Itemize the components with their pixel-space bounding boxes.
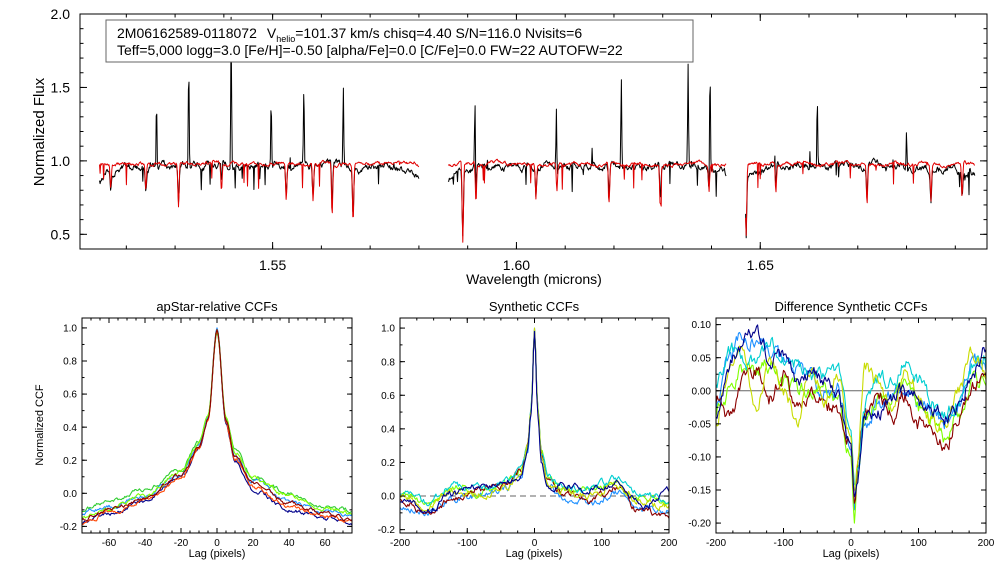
difference-ccf-xlabel: Lag (pixels) [823, 548, 880, 560]
apstar-ccf-xtick-label: 0 [214, 538, 220, 549]
difference-ccf-ytick-label: 0.00 [692, 386, 712, 397]
apstar-ccf-xtick-label: 40 [283, 538, 295, 549]
difference-ccf-ytick-label: 0.10 [692, 320, 712, 331]
difference-ccf-xtick-label: -100 [773, 538, 793, 549]
spectrum-xtick-label: 1.55 [259, 257, 286, 273]
apstar-ccf-ytick-label: 0.8 [63, 357, 77, 368]
apstar-ccf-series-2 [81, 332, 353, 514]
difference-ccf-series-2 [715, 359, 987, 524]
difference-ccf-ticks: -200 -100 0 100 200 -0.20 -0.15 -0.10 -0.05 0.00 0… [688, 318, 995, 549]
apstar-ccf-series-6 [81, 329, 353, 522]
difference-ccf-ytick-label: -0.15 [688, 486, 711, 497]
spectrum-ylabel: Normalized Flux [31, 77, 48, 186]
header-stats: =101.37 km/s chisq=4.40 S/N=116.0 Nvisit… [295, 25, 582, 41]
synthetic-ccf-ytick-label: 0.0 [381, 492, 395, 503]
synthetic-ccf-xtick-label: 100 [593, 538, 610, 549]
apstar-ccf-series-3 [81, 330, 353, 526]
apstar-ccf-ytick-label: 0.6 [63, 390, 77, 401]
synthetic-ccf-ticks: -200 -100 0 100 200 -0.2 0.0 0.2 0.4 0.6 0.8 1.0 [378, 318, 678, 549]
apstar-ccf-ytick-label: 1.0 [63, 324, 77, 335]
synthetic-ccf-series-1 [399, 327, 670, 517]
difference-ccf-ytick-label: -0.20 [688, 519, 711, 530]
model-spectrum-chip-2 [447, 158, 727, 243]
apstar-ccf-series-4 [81, 327, 353, 517]
spectrum-panel: 1.55 1.60 1.65 0.5 1.0 1.5 2.0 2M06162589-0118… [31, 6, 988, 287]
apstar-ccf-ytick-label: 0.2 [63, 456, 77, 467]
apstar-ccf-ytick-label: 0.0 [63, 489, 77, 500]
difference-ccf-series-5 [715, 345, 987, 491]
apstar-ccf-series-1 [81, 329, 353, 526]
apstar-ccf-title: apStar-relative CCFs [156, 299, 278, 314]
apstar-ccf-xtick-label: 20 [247, 538, 259, 549]
observed-spectrum-chip-2 [447, 63, 727, 237]
object-id: 2M06162589-0118072 [117, 25, 257, 41]
spectrum-xtick-label: 1.65 [747, 257, 774, 273]
synthetic-ccf-panel: -200 -100 0 100 200 -0.2 0.0 0.2 0.4 0.6 0.8 1.0 Sy… [378, 299, 678, 560]
header-info-box [105, 19, 694, 63]
apstar-ccf-xtick-label: -20 [174, 538, 189, 549]
difference-ccf-ytick-label: 0.05 [692, 353, 712, 364]
apstar-ccf-xlabel: Lag (pixels) [189, 548, 246, 560]
spectrum-ytick-label: 2.0 [51, 6, 71, 22]
difference-ccf-series-6 [715, 324, 987, 498]
difference-ccf-xtick-label: 100 [910, 538, 927, 549]
spectrum-xtick-label: 1.60 [503, 257, 530, 273]
synthetic-ccf-series-3 [399, 329, 670, 519]
velocity-subscript: helio [276, 34, 295, 44]
model-spectrum-chip-1 [99, 159, 420, 218]
apstar-ccf-ytick-label: 0.4 [63, 423, 77, 434]
apstar-ccf-ticks: -60 -40 -20 0 20 40 60 -0.2 0.0 0.2 0.4 0.6 0.8 1.0 [60, 318, 353, 549]
spectrum-ytick-label: 1.5 [51, 79, 71, 95]
synthetic-ccf-marks [399, 327, 670, 519]
spectrum-xlabel: Wavelength (microns) [466, 271, 602, 287]
synthetic-ccf-xtick-label: 200 [661, 538, 678, 549]
synthetic-ccf-series-2 [399, 330, 670, 506]
apstar-ccf-series-5 [81, 329, 353, 519]
spectrum-marks [99, 16, 976, 243]
difference-ccf-xtick-label: 0 [848, 538, 854, 549]
synthetic-ccf-xtick-label: -100 [457, 538, 477, 549]
spectrum-ytick-label: 0.5 [51, 226, 71, 242]
synthetic-ccf-title: Synthetic CCFs [489, 299, 580, 314]
synthetic-ccf-ytick-label: 1.0 [381, 324, 395, 335]
velocity-symbol: V [267, 25, 277, 41]
apstar-ccf-axes-frame [81, 317, 353, 534]
difference-ccf-marks [715, 324, 987, 524]
spectrum-ticks: 1.55 1.60 1.65 0.5 1.0 1.5 2.0 [51, 6, 987, 273]
model-spectrum-chip-3 [745, 160, 976, 236]
apstar-ccf-ylabel: Normalized CCF [34, 384, 46, 466]
synthetic-ccf-xtick-label: 0 [532, 538, 538, 549]
spectrum-ytick-label: 1.0 [51, 153, 71, 169]
apstar-ccf-marks [81, 327, 353, 526]
apstar-ccf-ytick-label: -0.2 [60, 522, 78, 533]
apstar-ccf-xtick-label: -60 [102, 538, 117, 549]
header-line-1: 2M06162589-0118072 Vhelio=101.37 km/s chi… [117, 25, 582, 44]
synthetic-ccf-xtick-label: -200 [390, 538, 410, 549]
apstar-ccf-xtick-label: -40 [138, 538, 153, 549]
difference-ccf-panel: -200 -100 0 100 200 -0.20 -0.15 -0.10 -0.05 0.00 0… [688, 299, 995, 560]
header-line-2: Teff=5,000 logg=3.0 [Fe/H]=-0.50 [alpha/… [117, 42, 623, 58]
difference-ccf-xtick-label: -200 [706, 538, 726, 549]
synthetic-ccf-series-6 [399, 330, 670, 514]
synthetic-ccf-ytick-label: 0.8 [381, 357, 395, 368]
apstar-ccf-panel: -60 -40 -20 0 20 40 60 -0.2 0.0 0.2 0.4 0.6 0.8 1.0 a… [34, 299, 353, 560]
synthetic-ccf-ytick-label: 0.2 [381, 458, 395, 469]
apstar-ccf-xtick-label: 60 [319, 538, 331, 549]
difference-ccf-ytick-label: -0.10 [688, 453, 711, 464]
synthetic-ccf-xlabel: Lag (pixels) [506, 548, 563, 560]
difference-ccf-xtick-label: 200 [978, 538, 995, 549]
synthetic-ccf-series-5 [400, 327, 670, 512]
synthetic-ccf-series-4 [399, 329, 670, 507]
synthetic-ccf-ytick-label: -0.2 [378, 525, 396, 536]
difference-ccf-series-1 [715, 331, 987, 511]
synthetic-ccf-ytick-label: 0.6 [381, 391, 395, 402]
difference-ccf-title: Difference Synthetic CCFs [775, 299, 928, 314]
difference-ccf-ytick-label: -0.05 [688, 419, 711, 430]
synthetic-ccf-ytick-label: 0.4 [381, 424, 395, 435]
observed-spectrum-chip-3 [745, 106, 976, 239]
